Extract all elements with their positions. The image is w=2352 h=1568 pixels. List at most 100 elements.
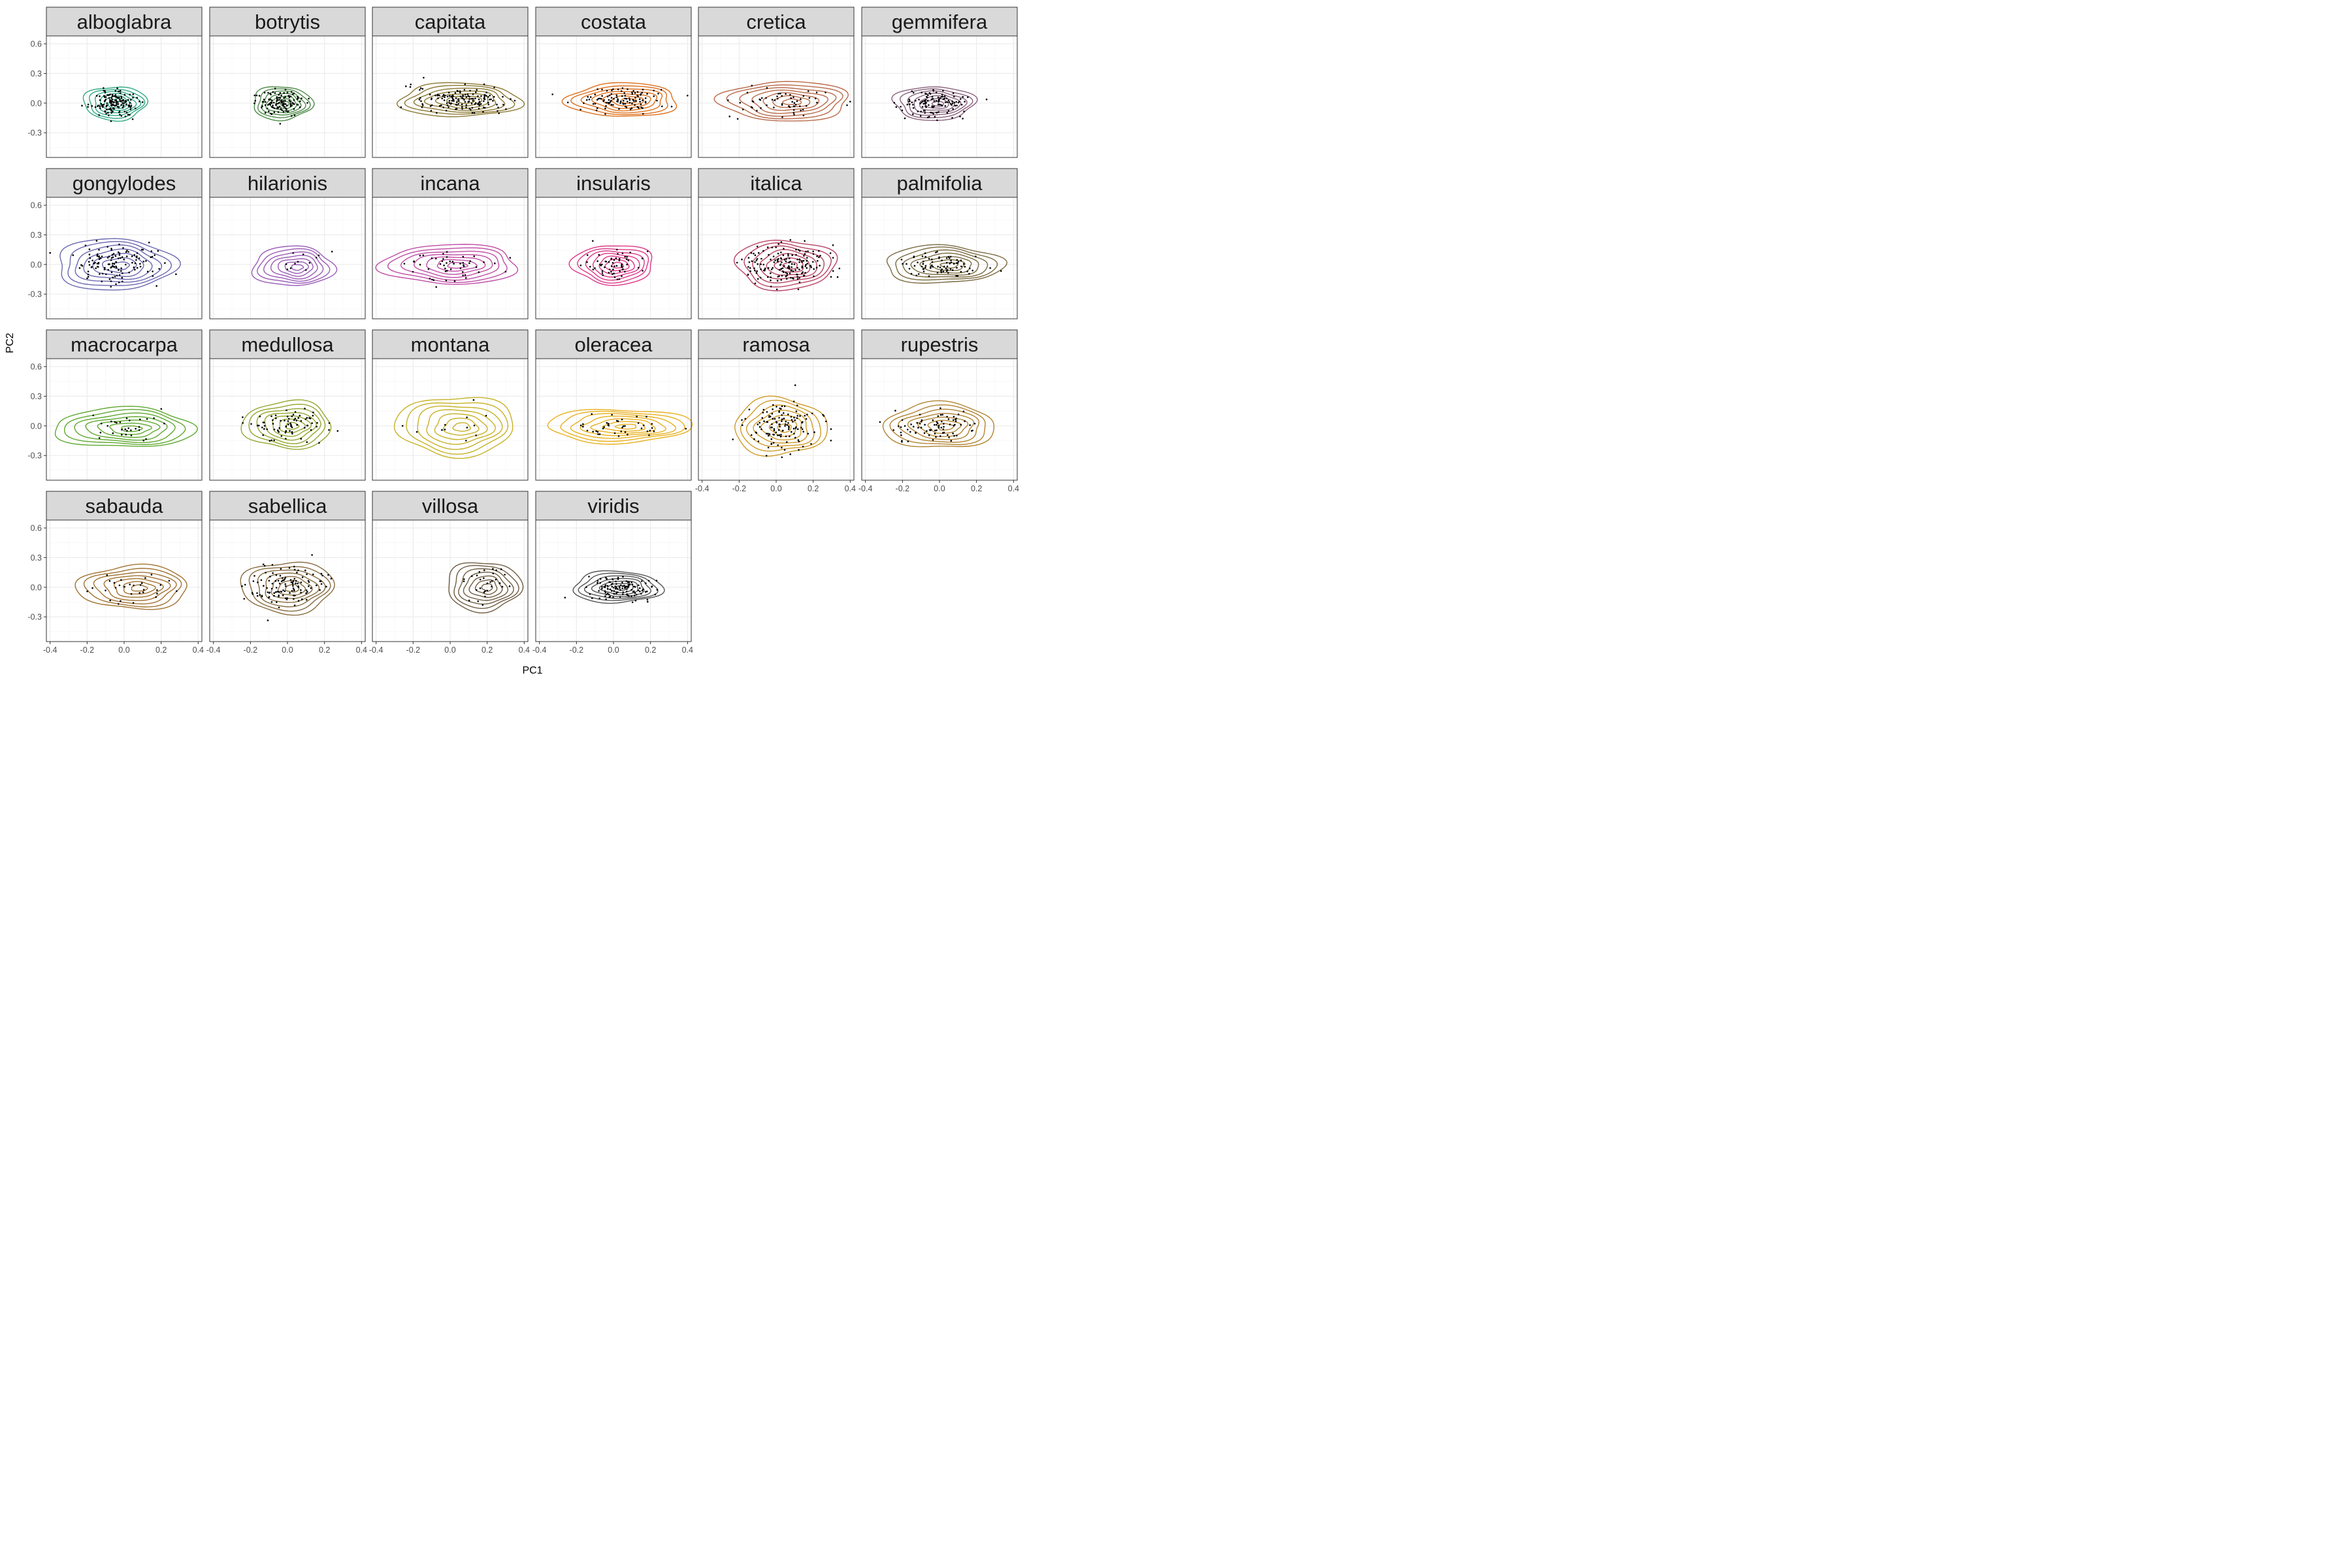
density-contour-line bbox=[463, 572, 509, 601]
data-point bbox=[629, 108, 632, 110]
data-point bbox=[599, 582, 601, 584]
data-point bbox=[504, 574, 506, 576]
data-point bbox=[800, 427, 802, 429]
data-point bbox=[282, 110, 285, 113]
data-point bbox=[327, 574, 329, 576]
data-point bbox=[621, 252, 624, 255]
data-point bbox=[610, 104, 613, 106]
data-point bbox=[922, 100, 924, 103]
data-point bbox=[125, 111, 128, 114]
data-point bbox=[289, 95, 292, 97]
data-point bbox=[111, 103, 114, 105]
data-point bbox=[641, 257, 644, 259]
data-point bbox=[925, 99, 927, 101]
data-point bbox=[118, 111, 120, 114]
data-point bbox=[762, 250, 764, 252]
data-point bbox=[280, 435, 283, 437]
data-point bbox=[832, 270, 834, 272]
data-point bbox=[279, 574, 282, 577]
facet-panels: alboglabra botrytis capitata costata cretica… bbox=[46, 7, 1018, 642]
data-point bbox=[297, 95, 299, 98]
data-point bbox=[282, 577, 284, 580]
data-point bbox=[476, 89, 478, 91]
data-point bbox=[798, 250, 801, 252]
data-point bbox=[924, 265, 927, 267]
data-point bbox=[773, 106, 775, 108]
data-point bbox=[446, 270, 448, 272]
data-point bbox=[267, 104, 269, 106]
panel-gridlines bbox=[536, 197, 691, 319]
data-point bbox=[122, 99, 125, 101]
data-point bbox=[631, 93, 634, 95]
data-point bbox=[312, 414, 314, 417]
x-tick-label: 0.2 bbox=[482, 645, 493, 655]
facet-strip-label: capitata bbox=[415, 10, 486, 33]
density-contour-line bbox=[63, 408, 186, 446]
data-point bbox=[923, 103, 924, 105]
data-point bbox=[128, 271, 130, 274]
data-point bbox=[441, 429, 443, 431]
facet-strip bbox=[209, 168, 366, 198]
data-point bbox=[278, 101, 280, 104]
data-point bbox=[446, 251, 448, 253]
data-point bbox=[623, 92, 625, 94]
data-point bbox=[401, 425, 404, 427]
facet-strip bbox=[46, 7, 203, 37]
data-point bbox=[595, 430, 597, 433]
data-point bbox=[615, 586, 617, 589]
data-point bbox=[928, 275, 930, 278]
data-point bbox=[628, 97, 630, 99]
data-point bbox=[98, 249, 100, 251]
data-point bbox=[110, 110, 112, 112]
data-point bbox=[253, 94, 256, 97]
data-point bbox=[270, 601, 273, 603]
data-point bbox=[773, 429, 776, 432]
data-point bbox=[495, 569, 497, 572]
data-point bbox=[88, 264, 91, 266]
data-point bbox=[762, 263, 764, 266]
x-axis-villosa: -0.4 -0.2 0.0 0.2 0.4 bbox=[369, 642, 530, 655]
data-point bbox=[602, 274, 604, 276]
density-contour-line bbox=[413, 88, 506, 113]
data-point bbox=[292, 585, 294, 587]
data-point bbox=[256, 592, 258, 595]
data-point bbox=[278, 99, 280, 101]
data-point bbox=[610, 97, 613, 99]
data-point bbox=[301, 97, 302, 99]
data-point bbox=[480, 95, 482, 97]
data-point bbox=[106, 246, 108, 248]
data-point bbox=[624, 586, 626, 589]
data-point bbox=[160, 408, 163, 410]
data-point bbox=[151, 255, 154, 258]
x-tick-label: -0.4 bbox=[43, 645, 57, 655]
data-point bbox=[644, 591, 647, 593]
data-point bbox=[956, 275, 959, 277]
data-point bbox=[106, 574, 108, 576]
data-point bbox=[610, 270, 612, 273]
data-point bbox=[453, 100, 455, 102]
facet-strip bbox=[535, 491, 692, 521]
scatter-points bbox=[253, 88, 310, 125]
data-point bbox=[601, 263, 603, 266]
data-point bbox=[951, 104, 953, 106]
data-point bbox=[603, 426, 605, 428]
data-point bbox=[108, 97, 110, 99]
data-point bbox=[101, 255, 103, 257]
density-contour-line bbox=[85, 416, 168, 441]
data-point bbox=[791, 266, 792, 269]
data-point bbox=[612, 269, 614, 270]
data-point bbox=[493, 95, 495, 98]
density-contours bbox=[396, 82, 525, 118]
data-point bbox=[900, 258, 903, 261]
data-point bbox=[921, 419, 923, 421]
data-point bbox=[292, 414, 295, 416]
data-point bbox=[289, 592, 291, 594]
data-point bbox=[911, 101, 913, 103]
data-point bbox=[770, 276, 772, 278]
data-point bbox=[906, 103, 909, 106]
density-contour-line bbox=[284, 261, 309, 274]
data-point bbox=[403, 263, 406, 265]
data-point bbox=[933, 100, 936, 102]
data-point bbox=[910, 423, 912, 425]
data-point bbox=[457, 98, 459, 100]
